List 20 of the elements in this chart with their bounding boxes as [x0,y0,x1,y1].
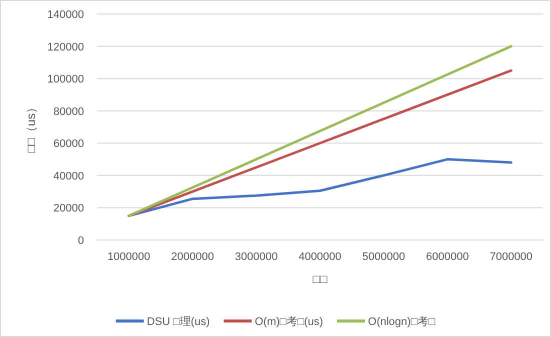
x-tick-label: 2000000 [171,251,214,263]
y-tick-label: 20000 [53,202,84,215]
x-axis-title: □□ [312,272,328,286]
legend-label: O(nlogn)□考□ [368,315,436,328]
x-tick-label: 6000000 [426,251,469,263]
y-tick-label: 100000 [47,74,84,86]
y-tick-label: 0 [78,235,84,247]
legend-label: DSU □理(us) [146,316,210,328]
y-tick-label: 40000 [53,170,84,182]
x-tick-label: 5000000 [362,251,406,263]
y-axis-title: □□（us） [24,101,38,153]
y-tick-label: 80000 [53,106,84,118]
legend-label: O(m)□考□(us) [254,315,324,328]
x-tick-label: 1000000 [107,251,150,263]
x-tick-label: 3000000 [234,251,278,263]
y-tick-label: 60000 [53,138,84,150]
x-tick-label: 7000000 [490,251,533,263]
x-tick-label: 4000000 [298,251,342,263]
y-tick-label: 120000 [47,41,84,54]
y-tick-label: 140000 [47,9,84,21]
